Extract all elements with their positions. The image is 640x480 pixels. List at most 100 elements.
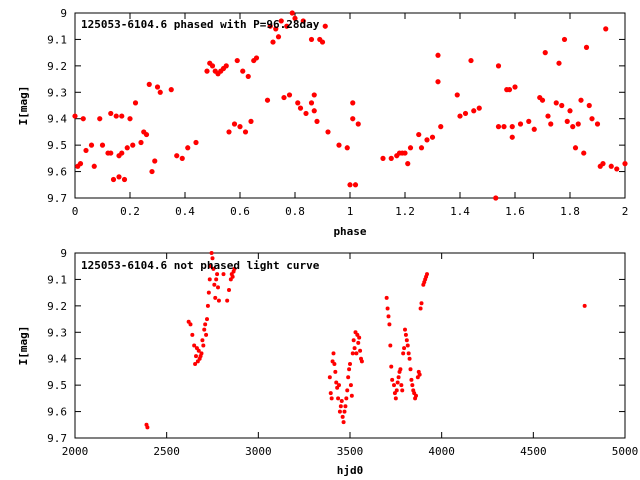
data-point xyxy=(357,335,362,340)
data-point xyxy=(405,343,410,348)
data-point xyxy=(211,266,216,271)
data-point xyxy=(346,375,351,380)
data-point xyxy=(495,124,502,130)
data-point xyxy=(273,26,279,32)
data-point xyxy=(405,161,411,167)
data-point xyxy=(138,139,144,146)
data-point xyxy=(284,23,290,29)
data-point xyxy=(564,118,570,124)
chart-title: 125053-6104.6 not phased light curve xyxy=(81,259,320,272)
data-point xyxy=(88,142,95,148)
data-point xyxy=(438,124,444,130)
x-tick-label: 1 xyxy=(347,205,354,218)
data-point xyxy=(501,124,507,130)
data-point xyxy=(225,298,230,303)
x-axis-label: phase xyxy=(333,225,366,238)
data-point xyxy=(322,23,328,29)
x-tick-label: 2 xyxy=(622,205,629,218)
data-point xyxy=(202,327,207,332)
data-point xyxy=(380,155,386,161)
data-point xyxy=(526,118,532,124)
data-point xyxy=(350,116,356,122)
data-point xyxy=(77,161,84,167)
data-point xyxy=(429,134,436,140)
y-axis-label: I[mag] xyxy=(17,86,30,126)
data-point xyxy=(146,81,152,87)
data-point xyxy=(414,393,418,398)
data-point xyxy=(396,375,401,380)
data-point xyxy=(201,343,206,348)
data-point xyxy=(152,158,158,164)
x-tick-label: 0.8 xyxy=(285,205,305,218)
data-point xyxy=(124,145,130,151)
y-tick-label: 9.2 xyxy=(47,60,67,73)
data-point xyxy=(517,121,524,127)
data-point xyxy=(407,356,412,361)
data-point xyxy=(387,322,392,327)
y-tick-label: 9.3 xyxy=(47,326,67,339)
data-point xyxy=(292,15,298,21)
phased-light-curve-plot: 0 0.2 0.4 0.6 0.8 1 1.2 1.4 1.6 1.8 2 9 9.1 9.2 9.3 9.4… xyxy=(17,7,628,238)
data-point xyxy=(216,285,220,290)
data-point xyxy=(349,393,354,398)
data-point xyxy=(108,150,114,156)
data-point xyxy=(462,110,469,117)
data-point xyxy=(270,39,276,45)
y-tick-label: 9.7 xyxy=(47,432,67,445)
plot-frame xyxy=(74,12,626,199)
y-tick-label: 9.6 xyxy=(47,406,67,419)
data-point xyxy=(404,338,409,343)
data-point xyxy=(203,322,208,327)
data-point xyxy=(408,367,413,372)
data-point xyxy=(403,327,407,332)
data-point xyxy=(348,383,353,388)
data-point xyxy=(575,121,581,127)
data-point xyxy=(341,420,346,425)
data-point xyxy=(91,163,97,169)
data-point xyxy=(253,55,260,61)
data-point xyxy=(424,137,430,143)
data-point xyxy=(556,60,562,66)
data-point xyxy=(435,52,441,58)
data-point xyxy=(194,354,198,359)
x-tick-label: 1.2 xyxy=(395,205,415,218)
plot-frame xyxy=(74,252,626,439)
data-point xyxy=(179,155,185,161)
data-point xyxy=(395,380,400,385)
data-point xyxy=(356,340,361,345)
data-point xyxy=(333,369,338,374)
data-point xyxy=(393,396,398,401)
data-point xyxy=(205,317,209,322)
data-point xyxy=(435,79,441,85)
data-point xyxy=(207,277,212,282)
data-point xyxy=(130,142,136,148)
data-point xyxy=(308,36,315,43)
y-tick-label: 9 xyxy=(60,247,67,260)
data-point xyxy=(242,129,249,135)
data-point xyxy=(275,34,282,40)
data-point xyxy=(286,92,293,98)
data-point xyxy=(344,396,349,401)
data-point xyxy=(190,332,195,337)
data-point xyxy=(336,396,341,401)
data-point xyxy=(214,277,219,282)
data-point xyxy=(196,348,201,353)
data-point xyxy=(337,383,341,388)
data-point xyxy=(83,147,89,154)
data-point xyxy=(221,272,226,277)
data-point xyxy=(358,348,363,353)
data-point xyxy=(327,375,332,380)
data-point xyxy=(401,351,406,356)
data-point xyxy=(509,124,515,130)
data-point xyxy=(337,409,342,414)
data-point xyxy=(127,116,133,122)
data-point xyxy=(425,272,429,277)
data-point xyxy=(185,145,191,151)
data-point xyxy=(334,380,339,385)
data-point xyxy=(545,113,551,119)
data-point xyxy=(553,100,559,106)
data-point xyxy=(398,367,403,372)
y-tick-label: 9.1 xyxy=(47,33,67,46)
data-point xyxy=(212,282,217,287)
